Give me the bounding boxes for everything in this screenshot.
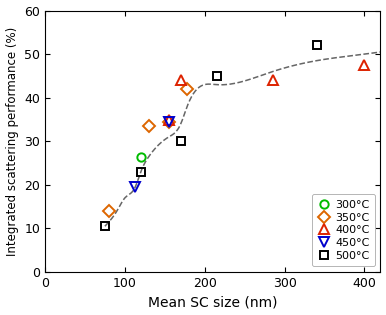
Line: 350°C: 350°C xyxy=(105,85,191,215)
400°C xyxy=(178,78,183,82)
X-axis label: Mean SC size (nm): Mean SC size (nm) xyxy=(148,295,278,309)
350°C xyxy=(166,120,171,123)
500°C xyxy=(314,43,319,47)
350°C xyxy=(147,124,151,128)
450°C xyxy=(133,185,137,189)
Y-axis label: Integrated scattering performance (%): Integrated scattering performance (%) xyxy=(5,27,19,256)
400°C xyxy=(270,78,275,82)
Line: 400°C: 400°C xyxy=(164,60,369,124)
500°C xyxy=(103,224,107,228)
500°C xyxy=(178,140,183,143)
350°C xyxy=(185,87,190,91)
500°C xyxy=(139,170,143,174)
500°C xyxy=(214,74,219,78)
400°C xyxy=(362,63,367,67)
450°C xyxy=(166,120,171,123)
350°C xyxy=(107,209,111,213)
Legend: 300°C, 350°C, 400°C, 450°C, 500°C: 300°C, 350°C, 400°C, 450°C, 500°C xyxy=(312,194,375,266)
400°C xyxy=(166,117,171,121)
Line: 500°C: 500°C xyxy=(101,41,321,231)
Line: 450°C: 450°C xyxy=(130,117,174,192)
